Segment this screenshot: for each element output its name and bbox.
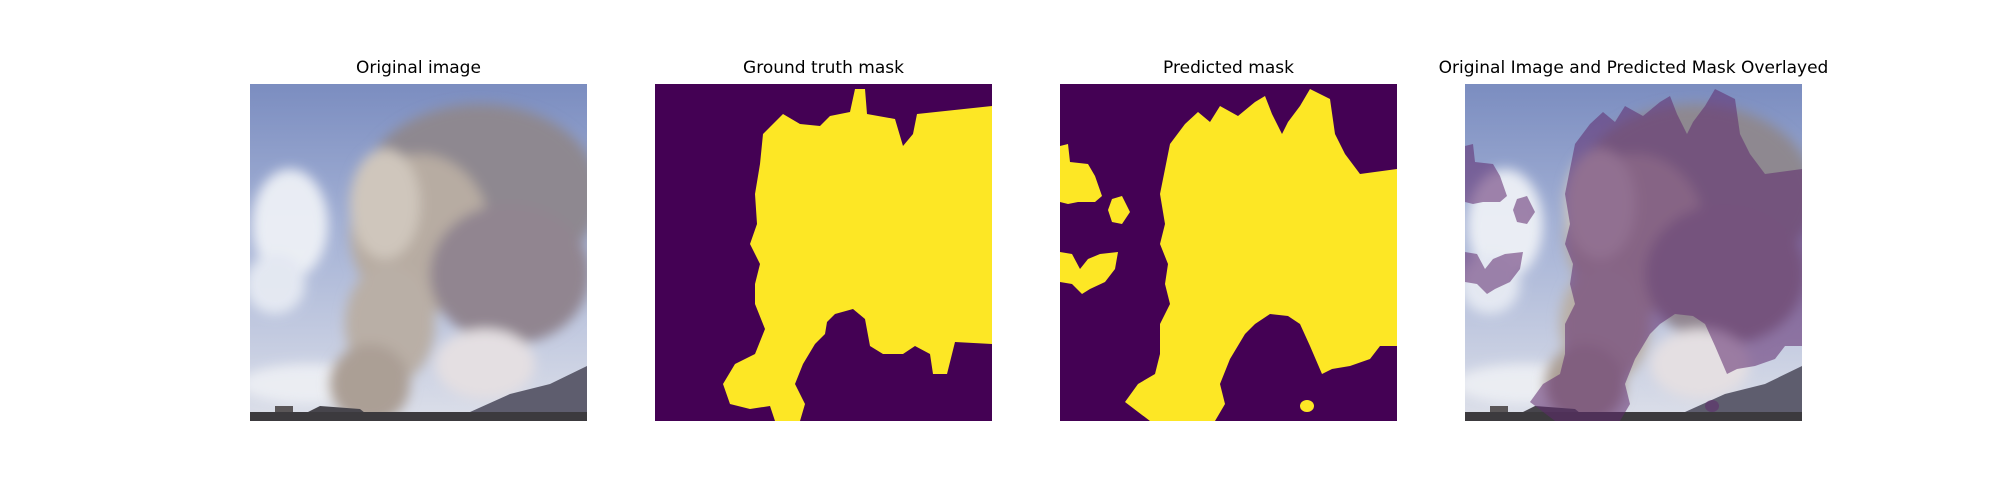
panel-title: Original Image and Predicted Mask Overla… — [1438, 58, 1829, 78]
panel-ground-truth-mask: Ground truth mask — [655, 0, 992, 500]
panel-overlay: Original Image and Predicted Mask Overla… — [1439, 0, 1828, 500]
panel-title: Original image — [356, 58, 481, 78]
predicted-mask-image — [1060, 84, 1397, 421]
original-photo — [250, 84, 587, 421]
panel-predicted-mask: Predicted mask — [1060, 0, 1397, 500]
panel-original-image: Original image — [250, 0, 587, 500]
ground-truth-mask-image — [655, 84, 992, 421]
panel-title: Ground truth mask — [743, 58, 904, 78]
overlay-image — [1465, 84, 1802, 421]
panel-title: Predicted mask — [1163, 58, 1294, 78]
